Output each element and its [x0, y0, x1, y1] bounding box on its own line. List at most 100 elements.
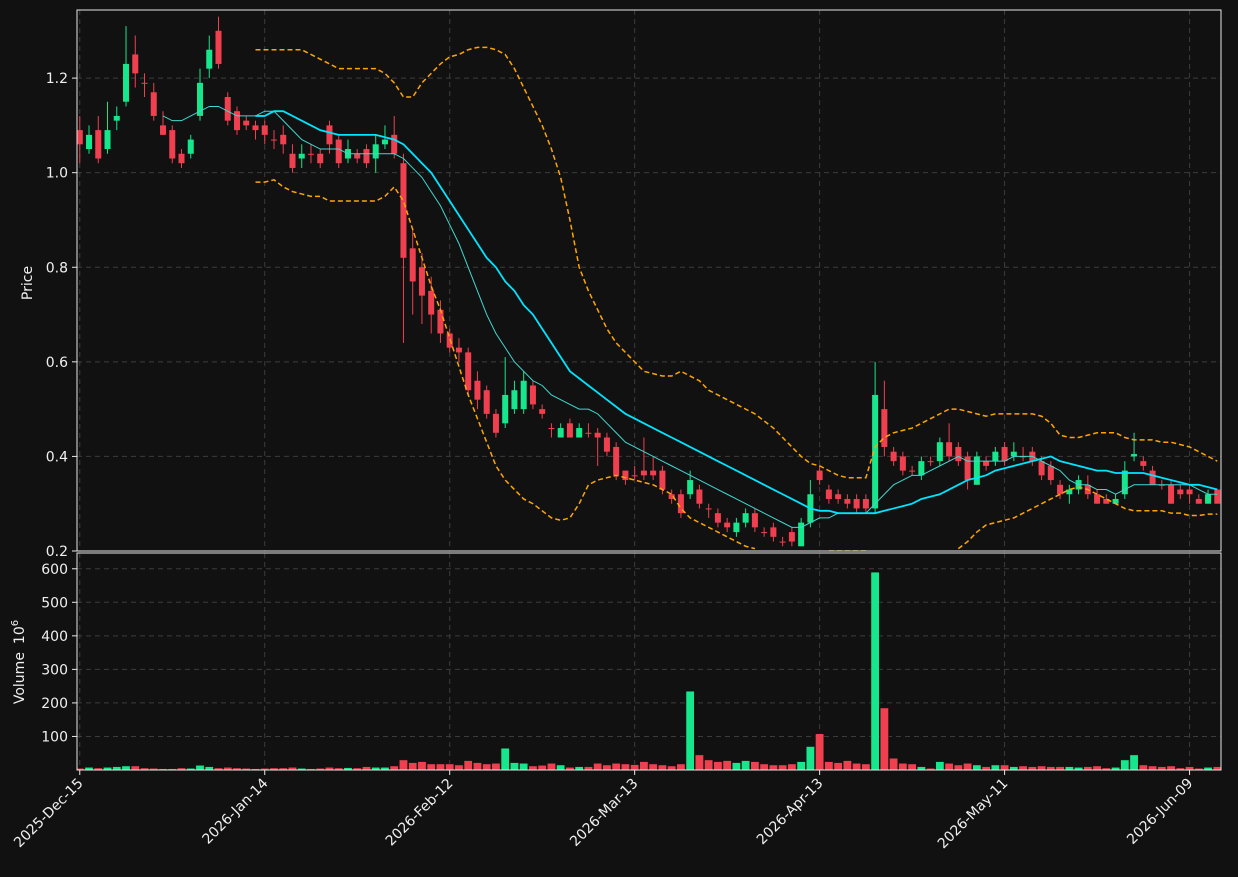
candle-body: [890, 451, 897, 462]
volume-bar: [981, 766, 991, 770]
candle-body: [1112, 498, 1119, 504]
volume-bar: [1018, 765, 1028, 770]
candle-body: [677, 494, 684, 514]
volume-bar: [861, 763, 871, 770]
candle-body: [862, 498, 869, 509]
candle-body: [178, 153, 185, 164]
volume-bar: [778, 764, 788, 770]
volume-bar: [195, 765, 205, 770]
candle-body: [659, 470, 666, 490]
candle-body: [936, 442, 943, 462]
volume-bar: [112, 766, 122, 770]
candle-body: [1038, 461, 1045, 476]
y-tick-label: 600: [41, 562, 68, 578]
volume-bar: [787, 763, 797, 770]
candle-body: [187, 139, 194, 154]
volume-bar: [1009, 766, 1019, 770]
price-frame: [76, 9, 1222, 552]
volume-label: Volume: [12, 652, 28, 704]
volume-bar: [926, 768, 936, 770]
candle-body: [872, 394, 879, 509]
indicator-line: [255, 110, 1218, 515]
candle-body: [428, 290, 435, 315]
candle-body: [224, 97, 231, 121]
volume-bar: [1194, 768, 1204, 770]
candle-body: [603, 437, 610, 452]
candle-body: [724, 522, 731, 528]
candle-body: [529, 385, 536, 405]
volume-bar: [436, 763, 445, 770]
volume-bar: [121, 765, 131, 770]
volume-bar: [1157, 766, 1167, 770]
volume-bar: [722, 760, 732, 770]
candle-body: [317, 153, 324, 164]
volume-bar: [186, 768, 196, 770]
candle-body: [206, 49, 213, 69]
indicator-line: [162, 105, 1218, 528]
candle-body: [1047, 465, 1054, 481]
candle-body: [650, 470, 657, 476]
candle-body: [1094, 494, 1101, 504]
candle-body: [289, 153, 296, 168]
volume-bar: [408, 762, 418, 770]
candle-body: [576, 428, 583, 438]
candle-body: [585, 432, 592, 434]
candle-body: [1205, 494, 1212, 504]
volume-bar: [898, 763, 908, 770]
volume-bar: [593, 763, 603, 770]
candle-body: [1177, 489, 1184, 495]
volume-bar: [944, 763, 954, 770]
candle-body: [95, 130, 102, 159]
candle-body: [502, 394, 509, 424]
candle-body: [1168, 484, 1175, 504]
candle-body: [788, 532, 795, 542]
volume-bar: [842, 760, 852, 770]
candle-body: [400, 163, 407, 258]
volume-bar: [260, 768, 270, 770]
volume-bar: [167, 768, 177, 770]
candle-body: [455, 347, 462, 353]
candle-body: [1131, 454, 1138, 457]
candle-body: [474, 380, 481, 400]
volume-bar: [815, 733, 825, 770]
volume-bar: [537, 765, 547, 770]
indicator-line: [255, 178, 1218, 551]
candle-body: [511, 390, 518, 410]
volume-bar: [1083, 766, 1093, 770]
candle-body: [280, 134, 287, 145]
volume-frame: [76, 552, 1222, 771]
candle-body: [705, 508, 712, 510]
volume-bar: [704, 759, 714, 770]
price-axis-label: Price: [20, 266, 36, 300]
candle-body: [169, 130, 176, 159]
candle-body: [687, 480, 694, 495]
candle-body: [1001, 446, 1008, 462]
candle-body: [714, 513, 721, 523]
volume-bar: [657, 764, 667, 770]
volume-bar: [667, 765, 677, 770]
volume-bar: [953, 764, 963, 770]
candle-body: [1066, 489, 1073, 495]
volume-bar: [685, 690, 695, 770]
price-grid: [77, 10, 1221, 552]
candle-body: [298, 153, 305, 159]
y-tick-label: 500: [41, 595, 68, 611]
candle-body: [307, 153, 314, 155]
candle-body: [1158, 484, 1165, 486]
candle-body: [1214, 489, 1221, 504]
candle-body: [86, 134, 93, 150]
candle-body: [613, 446, 620, 476]
volume-bar: [149, 768, 159, 770]
volume-bar: [935, 761, 945, 770]
volume-axis-label: Volume 106: [10, 620, 28, 704]
volume-bar: [796, 761, 806, 770]
candle-body: [798, 522, 805, 547]
candle-body: [335, 139, 342, 164]
candle-body: [492, 413, 499, 433]
volume-bar: [852, 763, 862, 770]
candle-body: [77, 130, 83, 145]
y-tick-label: 1.0: [46, 166, 68, 182]
candle-body: [927, 461, 934, 463]
candle-body: [409, 248, 416, 282]
